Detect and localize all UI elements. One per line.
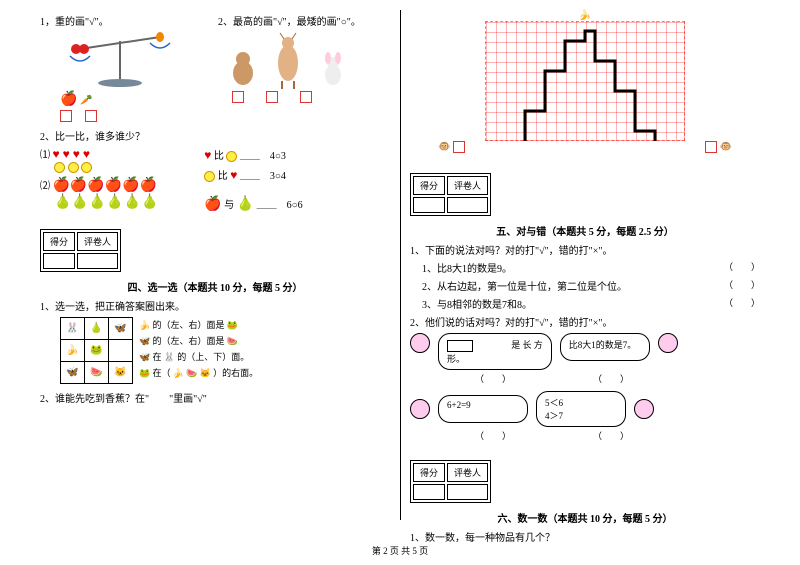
sec5-q1: 1、下面的说法对吗？对的打"√"，错的打"×"。 — [410, 242, 760, 257]
checkbox-rabbit[interactable] — [300, 91, 312, 103]
s5-line-3: 3、与8相邻的数是7和8。（ ） — [422, 296, 760, 311]
pears-row: 🍐🍐🍐🍐🍐🍐 — [54, 194, 198, 211]
paren-1[interactable]: （ ） — [438, 372, 548, 385]
face-icon-3 — [410, 399, 430, 419]
pos-line-1: 🍌 的（左、右）面是 🐸 — [139, 317, 258, 333]
q2-text: 2、比一比，谁多谁少？ — [40, 128, 390, 143]
q1a-text: 1，重的画"√"。 — [40, 13, 212, 28]
apple-icon: 🍎 — [60, 92, 77, 107]
pos-line-4: 🐸 在（ 🍌 🍉 🐱 ）的右面。 — [139, 365, 258, 381]
position-grid: 🐰🍐🦋 🍌🐸 🦋🍉🐱 — [60, 317, 133, 384]
hearts-row: ⑴ ♥ ♥ ♥ ♥ — [40, 146, 198, 162]
pos-line-2: 🦋 的（左、右）面是 🍉 — [139, 333, 258, 349]
checkbox-deer[interactable] — [266, 91, 278, 103]
score-box-4: 得分评卷人 — [40, 229, 121, 272]
animals-figure — [218, 31, 390, 91]
checkbox-bear[interactable] — [232, 91, 244, 103]
sec6-q1: 1、数一数，每一种物品有几个？ — [410, 529, 760, 544]
paren-3[interactable]: （ ） — [438, 429, 548, 442]
checkbox-carrot[interactable] — [85, 110, 97, 122]
column-divider — [400, 10, 401, 520]
sec4-q1: 1、选一选，把正确答案圈出来。 — [40, 298, 390, 313]
score-box-6: 得分评卷人 — [410, 460, 491, 503]
section-5-title: 五、对与错（本题共 5 分，每题 2.5 分） — [410, 223, 760, 238]
face-icon-1 — [410, 333, 430, 353]
monkey-left: 🐵 — [438, 141, 465, 153]
speech-2: 比8大1的数是7。 — [560, 333, 650, 361]
compare-line-3: 🍎 与 🍐 ＿＿ 6○6 — [204, 196, 390, 215]
face-icon-2 — [658, 333, 678, 353]
compare-line-1: ♥ 比 ＿＿ 4○3 — [204, 146, 390, 166]
sec4-q2: 2、谁能先吃到香蕉？在" "里画"√" — [40, 390, 390, 405]
paren-4[interactable]: （ ） — [556, 429, 666, 442]
checkbox-monkey-left[interactable] — [453, 141, 465, 153]
page-footer: 第 2 页 共 5 页 — [0, 544, 800, 557]
pos-line-3: 🦋 在 🐰 的（上、下）面。 — [139, 349, 258, 365]
maze-grid — [485, 21, 685, 141]
carrot-icon: 🥕 — [80, 95, 92, 106]
speech-3: 6+2=9 — [438, 395, 528, 423]
monkey-right: 🐵 — [705, 141, 732, 153]
s5-line-1: 1、比8大1的数是9。（ ） — [422, 260, 760, 275]
s5-line-2: 2、从右边起，第一位是十位，第二位是个位。（ ） — [422, 278, 760, 293]
compare-line-2: 比 ♥ ＿＿ 3○4 — [204, 166, 390, 186]
q1b-text: 2、最高的画"√"，最矮的画"○"。 — [218, 13, 390, 28]
sec5-q2: 2、他们说的话对吗？对的打"√"，错的打"×"。 — [410, 314, 760, 329]
balance-scale-figure — [60, 31, 180, 91]
paren-2[interactable]: （ ） — [556, 372, 666, 385]
apples-row: ⑵ 🍎🍎🍎🍎🍎🍎 — [40, 177, 198, 194]
smileys-row — [54, 162, 198, 173]
section-4-title: 四、选一选（本题共 10 分，每题 5 分） — [40, 279, 390, 294]
speech-4: 5＜64＞7 — [536, 391, 626, 427]
checkbox-apple[interactable] — [60, 110, 72, 122]
face-icon-4 — [634, 399, 654, 419]
banana-icon: 🍌 — [410, 10, 760, 21]
checkbox-monkey-right[interactable] — [705, 141, 717, 153]
section-6-title: 六、数一数（本题共 10 分，每题 5 分） — [410, 510, 760, 525]
speech-1: 是 长 方形。 — [438, 333, 552, 370]
score-box-5: 得分评卷人 — [410, 173, 491, 216]
